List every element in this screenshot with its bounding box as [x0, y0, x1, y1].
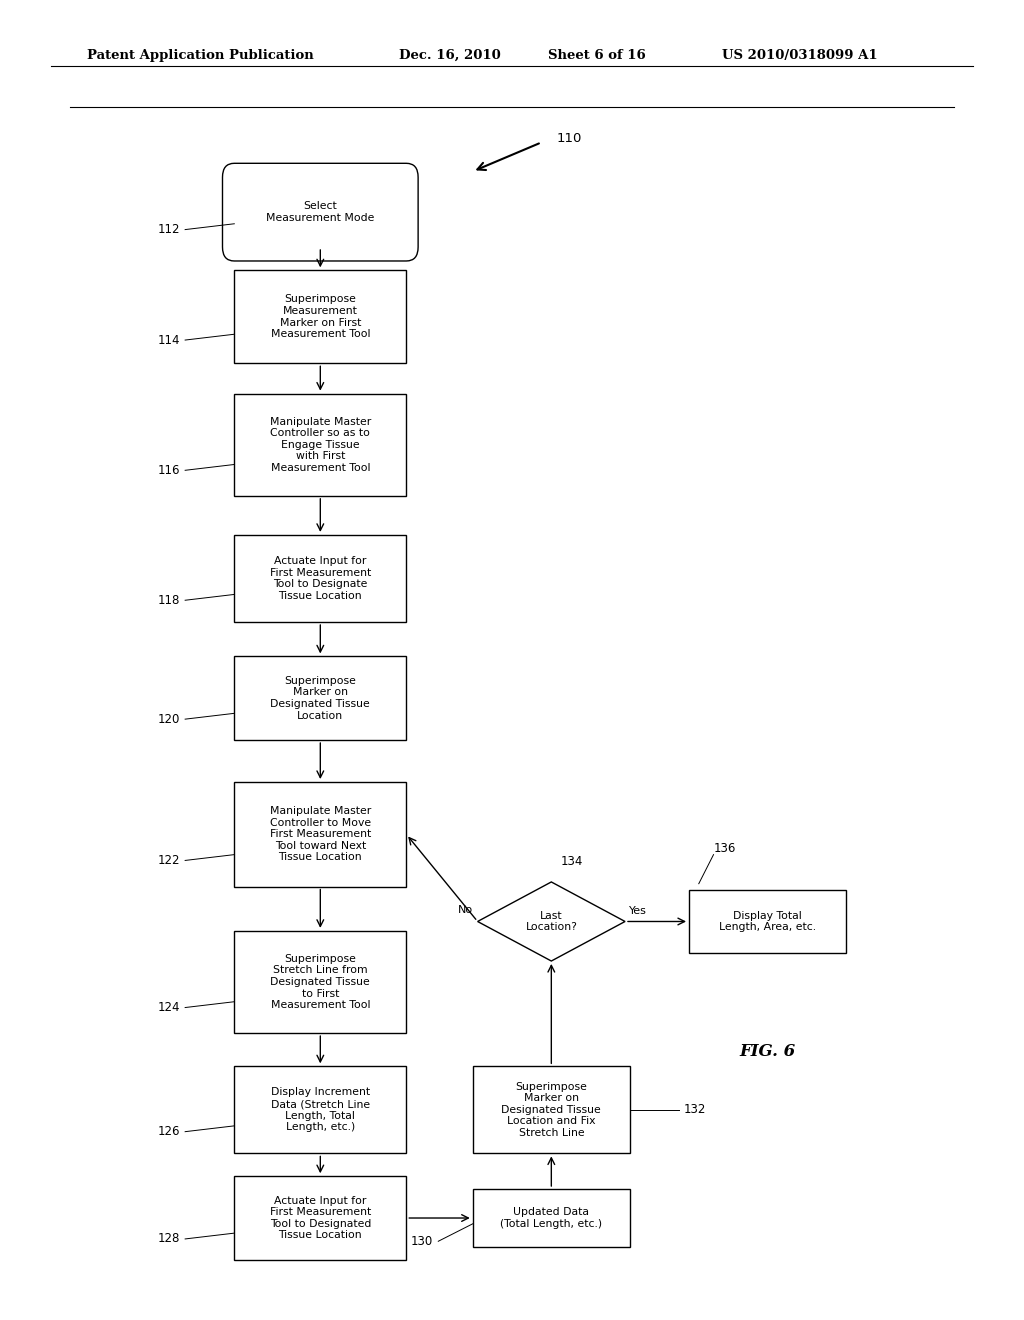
Text: 136: 136: [714, 842, 736, 854]
Text: 120: 120: [158, 713, 180, 726]
Text: 110: 110: [556, 132, 582, 145]
Text: FIG. 6: FIG. 6: [739, 1043, 796, 1060]
Text: No: No: [458, 904, 473, 915]
Text: 130: 130: [411, 1234, 433, 1247]
Text: 124: 124: [158, 1001, 180, 1014]
Text: 134: 134: [561, 855, 584, 869]
Text: 126: 126: [158, 1125, 180, 1138]
Text: Actuate Input for
First Measurement
Tool to Designate
Tissue Location: Actuate Input for First Measurement Tool…: [269, 556, 371, 601]
Bar: [234, 535, 407, 622]
Text: Select
Measurement Mode: Select Measurement Mode: [266, 202, 375, 223]
Text: Patent Application Publication: Patent Application Publication: [87, 49, 313, 62]
Text: US 2010/0318099 A1: US 2010/0318099 A1: [722, 49, 878, 62]
Text: Display Increment
Data (Stretch Line
Length, Total
Length, etc.): Display Increment Data (Stretch Line Len…: [270, 1088, 370, 1133]
Text: Manipulate Master
Controller to Move
First Measurement
Tool toward Next
Tissue L: Manipulate Master Controller to Move Fir…: [269, 807, 371, 862]
Text: 114: 114: [158, 334, 180, 347]
Bar: [234, 393, 407, 496]
Text: 122: 122: [158, 854, 180, 867]
Bar: [234, 931, 407, 1034]
Text: Superimpose
Stretch Line from
Designated Tissue
to First
Measurement Tool: Superimpose Stretch Line from Designated…: [270, 954, 371, 1010]
Text: Actuate Input for
First Measurement
Tool to Designated
Tissue Location: Actuate Input for First Measurement Tool…: [269, 1196, 371, 1241]
Polygon shape: [477, 882, 625, 961]
Bar: [234, 1176, 407, 1259]
Text: Last
Location?: Last Location?: [525, 911, 578, 932]
Text: Sheet 6 of 16: Sheet 6 of 16: [548, 49, 645, 62]
Text: 112: 112: [158, 223, 180, 236]
Bar: [689, 890, 846, 953]
FancyBboxPatch shape: [222, 164, 418, 261]
Text: Display Total
Length, Area, etc.: Display Total Length, Area, etc.: [719, 911, 816, 932]
Text: 128: 128: [158, 1233, 180, 1246]
Bar: [234, 271, 407, 363]
Text: Yes: Yes: [629, 906, 647, 916]
Bar: [234, 656, 407, 741]
Bar: [473, 1067, 630, 1154]
Bar: [234, 1067, 407, 1154]
Text: Superimpose
Marker on
Designated Tissue
Location and Fix
Stretch Line: Superimpose Marker on Designated Tissue …: [502, 1081, 601, 1138]
Text: Dec. 16, 2010: Dec. 16, 2010: [399, 49, 501, 62]
Bar: [473, 1189, 630, 1247]
Text: Superimpose
Marker on
Designated Tissue
Location: Superimpose Marker on Designated Tissue …: [270, 676, 371, 721]
Text: Superimpose
Measurement
Marker on First
Measurement Tool: Superimpose Measurement Marker on First …: [270, 294, 370, 339]
Text: 132: 132: [684, 1104, 707, 1117]
Bar: [234, 781, 407, 887]
Text: Updated Data
(Total Length, etc.): Updated Data (Total Length, etc.): [501, 1208, 602, 1229]
Text: 116: 116: [158, 463, 180, 477]
Text: 118: 118: [158, 594, 180, 607]
Text: Manipulate Master
Controller so as to
Engage Tissue
with First
Measurement Tool: Manipulate Master Controller so as to En…: [269, 417, 371, 473]
